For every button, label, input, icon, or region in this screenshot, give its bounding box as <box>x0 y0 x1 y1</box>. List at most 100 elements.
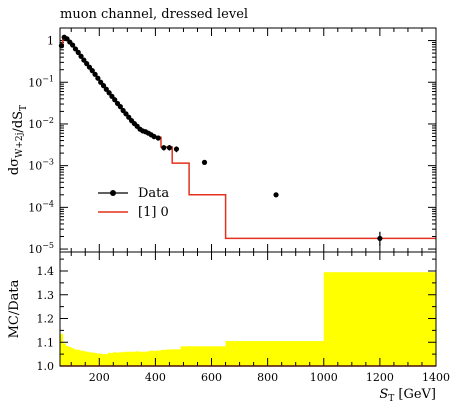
main-y-tick-label: 10−1 <box>28 74 54 89</box>
data-point-marker <box>126 114 132 120</box>
data-point <box>112 97 118 103</box>
data-point-marker <box>84 61 90 67</box>
x-tick-label: 600 <box>201 371 222 384</box>
ratio-plot-frame <box>59 251 437 367</box>
ratio-band-bin <box>113 352 117 366</box>
main-y-axis-label: dσW+2j/dST <box>7 105 29 175</box>
ratio-band-bin <box>172 349 181 366</box>
data-point <box>377 231 383 246</box>
ratio-band-bin <box>65 345 69 366</box>
ratio-band-bin <box>124 351 128 366</box>
ratio-y-axis-label: MC/Data <box>7 279 22 338</box>
legend-data-marker <box>110 190 116 196</box>
ratio-band-bin <box>166 349 173 366</box>
ratio-band-bin <box>149 350 153 366</box>
x-tick-label: 1000 <box>310 371 338 384</box>
x-tick-label: 400 <box>145 371 166 384</box>
data-point-marker <box>109 93 115 99</box>
ratio-panel: 1.0 1.1 1.2 1.3 1.4 200 400 600 800 1000 1200 1400… <box>7 251 450 404</box>
data-point-marker <box>95 75 101 81</box>
data-point <box>72 46 79 52</box>
data-point-marker <box>89 68 95 74</box>
data-point-marker <box>161 145 167 151</box>
ratio-band-bin <box>138 351 142 366</box>
data-point-marker <box>103 86 109 92</box>
data-point <box>70 42 76 48</box>
ratio-band-bin <box>62 343 66 366</box>
x-tick-label: 200 <box>89 371 110 384</box>
ratio-band-bin <box>161 349 167 366</box>
data-point <box>84 61 90 67</box>
data-point-marker <box>201 159 208 165</box>
ratio-y-tick-label: 1.2 <box>37 313 55 326</box>
legend-label-prediction: [1] 0 <box>138 205 169 220</box>
legend: Data [1] 0 <box>98 186 169 220</box>
ratio-band-bin <box>102 354 106 366</box>
ratio-band-bin <box>99 353 103 366</box>
ratio-y-tick-label: 1.4 <box>37 265 55 278</box>
ratio-band-bin <box>82 351 86 366</box>
data-point <box>103 86 109 92</box>
data-point <box>89 68 95 74</box>
main-y-tick-label: 10−2 <box>28 116 54 131</box>
main-tick-layer <box>60 27 436 252</box>
data-point <box>78 53 84 59</box>
ratio-band-bin <box>116 352 120 366</box>
ratio-band-bin <box>88 352 92 366</box>
ratio-band-bin <box>152 351 156 366</box>
x-tick-label: 1200 <box>366 371 394 384</box>
data-point <box>92 71 98 77</box>
data-point <box>86 64 93 70</box>
ratio-band-bin <box>155 350 162 366</box>
data-point-marker <box>72 46 79 52</box>
data-point-marker <box>70 42 76 48</box>
data-point <box>106 90 112 96</box>
x-tick-label: 1400 <box>422 371 450 384</box>
data-point-marker <box>117 104 123 110</box>
data-point <box>151 133 157 140</box>
ratio-band-bin <box>71 348 75 366</box>
prediction-line-layer <box>60 36 436 240</box>
legend-label-data: Data <box>138 186 169 201</box>
data-point <box>155 135 161 141</box>
data-point-marker <box>112 97 118 103</box>
ratio-band-bin <box>79 350 83 366</box>
ratio-band-bin <box>132 351 137 366</box>
data-points-layer <box>58 34 383 246</box>
main-y-tick-labels: 1 10−1 10−2 10−3 10−4 10−5 <box>28 35 54 257</box>
prediction-histogram <box>60 36 436 240</box>
ratio-band-bin <box>85 351 89 366</box>
ratio-band-bin <box>121 352 125 366</box>
main-y-tick-label: 10−5 <box>28 241 54 256</box>
data-point-marker <box>106 90 112 96</box>
data-point <box>166 145 173 151</box>
ratio-band-bin <box>146 351 151 366</box>
ratio-band-bin <box>135 351 139 366</box>
ratio-band-bin <box>225 341 325 366</box>
data-point-marker <box>173 146 180 152</box>
ratio-band-bin <box>118 352 123 366</box>
data-point <box>126 114 132 120</box>
ratio-band-bin <box>60 333 64 366</box>
data-point-marker <box>151 133 157 140</box>
data-point-marker <box>75 49 81 55</box>
main-panel: 1 10−1 10−2 10−3 10−4 10−5 dσW+2j/dST Data [1… <box>7 27 437 257</box>
ratio-band-bin <box>110 352 114 366</box>
data-point <box>201 159 208 165</box>
main-plot-frame <box>59 27 437 253</box>
ratio-band-bin <box>144 351 148 366</box>
ratio-band-bin <box>189 346 226 366</box>
ratio-band-layer <box>60 272 437 366</box>
ratio-band-bin <box>323 272 437 366</box>
data-point <box>161 145 167 151</box>
ratio-band-bin <box>130 351 134 366</box>
ratio-band-bin <box>96 353 100 366</box>
ratio-band-bin <box>74 349 78 366</box>
main-y-tick-label: 1 <box>47 35 54 48</box>
ratio-band-bin <box>68 347 72 366</box>
data-point-marker <box>377 235 383 242</box>
ratio-y-tick-label: 1.1 <box>37 336 55 349</box>
ratio-band-bin <box>127 351 131 366</box>
ratio-band-bin <box>76 349 80 366</box>
